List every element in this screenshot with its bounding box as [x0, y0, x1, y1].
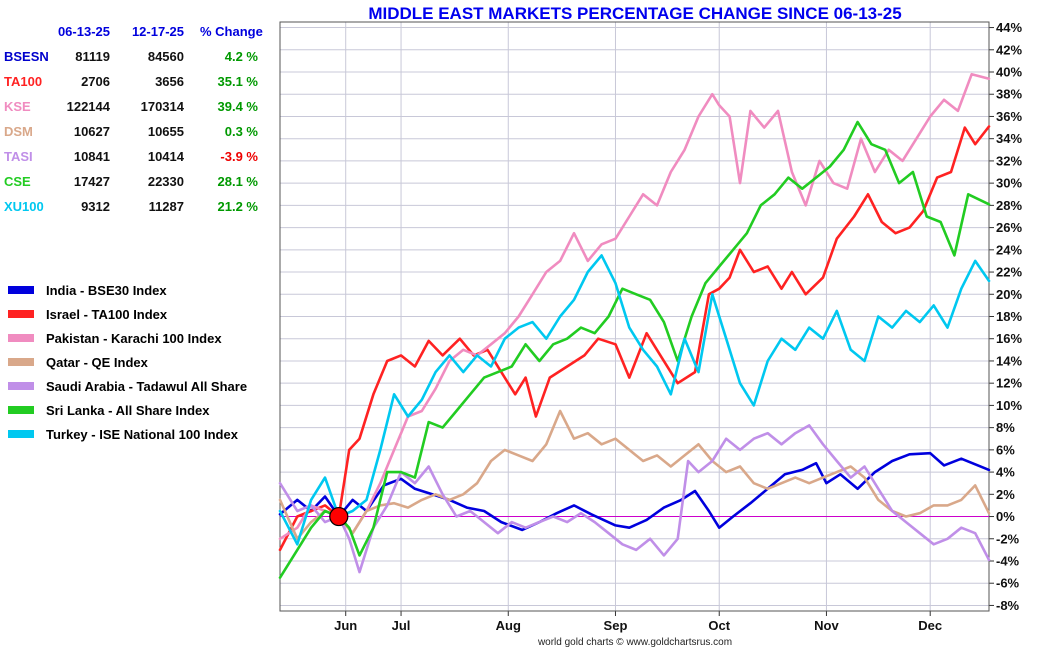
y-tick-label: 42%	[996, 42, 1022, 57]
series-line	[278, 451, 991, 532]
reference-marker	[329, 506, 349, 527]
y-tick-label: 32%	[996, 153, 1022, 168]
x-tick-label: Aug	[496, 618, 521, 633]
legend-item: Saudi Arabia - Tadawul All Share	[8, 374, 247, 398]
summary-ticker: TA100	[4, 74, 43, 89]
legend-label: Saudi Arabia - Tadawul All Share	[46, 378, 248, 394]
summary-header-end-date: 12-17-25	[131, 24, 184, 39]
summary-header-start-date: 06-13-25	[57, 24, 110, 39]
y-tick-label: 20%	[996, 287, 1022, 302]
legend-label: Israel - TA100 Index	[46, 306, 168, 322]
x-tick-label: Nov	[814, 618, 839, 633]
summary-change: 28.1 %	[217, 174, 258, 189]
summary-ticker: XU100	[4, 199, 44, 214]
y-tick-label: 22%	[996, 265, 1022, 280]
legend-item: Israel - TA100 Index	[8, 302, 247, 326]
y-tick-label: 6%	[996, 442, 1015, 457]
series-line	[278, 72, 991, 541]
series-line	[278, 125, 991, 552]
series-line	[278, 424, 991, 574]
summary-change: 39.4 %	[217, 99, 258, 114]
y-tick-label: 8%	[996, 420, 1015, 435]
x-tick-label: Sep	[604, 618, 628, 633]
legend-label: Turkey - ISE National 100 Index	[46, 426, 238, 442]
series-line	[278, 120, 991, 580]
y-tick-label: -4%	[996, 553, 1020, 568]
legend-swatch	[8, 406, 34, 414]
summary-change: 35.1 %	[217, 74, 258, 89]
summary-ticker: CSE	[4, 174, 31, 189]
legend-item: Turkey - ISE National 100 Index	[8, 422, 247, 446]
summary-ticker: TASI	[4, 149, 33, 164]
summary-ticker: DSM	[4, 124, 33, 139]
legend: India - BSE30 Index Israel - TA100 Index P…	[8, 278, 247, 446]
chart-title: MIDDLE EAST MARKETS PERCENTAGE CHANGE SI…	[368, 4, 902, 23]
y-tick-label: 0%	[996, 509, 1015, 524]
credit-text: world gold charts © www.goldchartsrus.co…	[537, 637, 733, 648]
legend-swatch	[8, 358, 34, 366]
summary-start-value: 10627	[73, 124, 110, 139]
y-tick-label: 16%	[996, 331, 1022, 346]
x-tick-label: Jun	[334, 618, 357, 633]
summary-start-value: 122144	[66, 99, 110, 114]
summary-end-value: 3656	[155, 74, 184, 89]
summary-ticker: KSE	[4, 99, 31, 114]
summary-header-change: % Change	[200, 24, 263, 39]
summary-change: 4.2 %	[224, 49, 258, 64]
y-tick-label: 36%	[996, 109, 1022, 124]
legend-label: Sri Lanka - All Share Index	[46, 402, 210, 418]
legend-label: Pakistan - Karachi 100 Index	[46, 330, 222, 346]
y-tick-label: 2%	[996, 487, 1015, 502]
y-tick-label: -2%	[996, 531, 1020, 546]
y-tick-label: -6%	[996, 576, 1020, 591]
y-tick-label: 44%	[996, 20, 1022, 35]
summary-start-value: 81119	[75, 49, 110, 64]
summary-end-value: 10655	[147, 124, 184, 139]
summary-end-value: 84560	[147, 49, 184, 64]
legend-swatch	[8, 286, 34, 294]
y-tick-label: 14%	[996, 353, 1022, 368]
summary-change: -3.9 %	[220, 149, 258, 164]
y-tick-label: 28%	[996, 198, 1022, 213]
legend-item: India - BSE30 Index	[8, 278, 247, 302]
summary-change: 21.2 %	[217, 199, 258, 214]
plot-frame	[279, 21, 990, 612]
y-tick-label: 40%	[996, 65, 1022, 80]
y-tick-label: 4%	[996, 465, 1015, 480]
x-tick-label: Jul	[392, 618, 411, 633]
x-tick-label: Dec	[918, 618, 942, 633]
legend-label: Qatar - QE Index	[46, 354, 148, 370]
summary-end-value: 10414	[147, 149, 184, 164]
summary-start-value: 17427	[73, 174, 110, 189]
summary-end-value: 170314	[140, 99, 184, 114]
legend-label: India - BSE30 Index	[46, 282, 167, 298]
series-line	[278, 409, 991, 541]
series-line	[278, 254, 991, 546]
summary-change: 0.3 %	[224, 124, 258, 139]
y-tick-label: 38%	[996, 87, 1022, 102]
summary-ticker: BSESN	[4, 49, 49, 64]
y-tick-label: 26%	[996, 220, 1022, 235]
summary-end-value: 11287	[148, 199, 184, 214]
legend-swatch	[8, 430, 34, 438]
legend-swatch	[8, 382, 34, 390]
y-tick-label: 24%	[996, 242, 1022, 257]
legend-item: Sri Lanka - All Share Index	[8, 398, 247, 422]
y-tick-label: 34%	[996, 131, 1022, 146]
y-tick-label: 12%	[996, 376, 1022, 391]
y-tick-label: -8%	[996, 598, 1020, 613]
summary-start-value: 10841	[73, 149, 110, 164]
y-tick-label: 10%	[996, 398, 1022, 413]
legend-swatch	[8, 334, 34, 342]
summary-start-value: 9312	[81, 199, 110, 214]
summary-start-value: 2706	[81, 74, 110, 89]
x-tick-label: Oct	[708, 618, 730, 633]
y-tick-label: 18%	[996, 309, 1022, 324]
legend-item: Pakistan - Karachi 100 Index	[8, 326, 247, 350]
summary-end-value: 22330	[147, 174, 184, 189]
y-tick-label: 30%	[996, 176, 1022, 191]
legend-swatch	[8, 310, 34, 318]
legend-item: Qatar - QE Index	[8, 350, 247, 374]
